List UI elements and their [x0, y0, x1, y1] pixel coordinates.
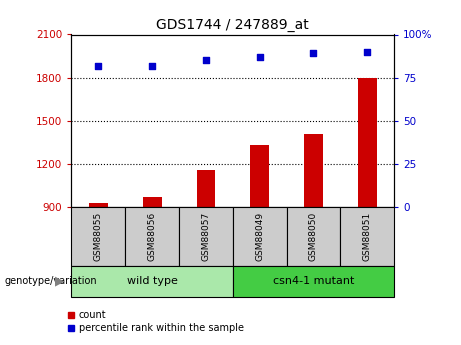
Text: GSM88055: GSM88055 — [94, 212, 103, 261]
Point — [256, 54, 263, 60]
Point — [95, 63, 102, 68]
Bar — [233, 266, 394, 297]
Text: GSM88049: GSM88049 — [255, 212, 264, 261]
Point — [364, 49, 371, 55]
Bar — [179, 207, 233, 266]
Bar — [250, 145, 269, 207]
Bar — [340, 207, 394, 266]
Bar — [304, 134, 323, 207]
Text: GSM88057: GSM88057 — [201, 212, 210, 261]
Bar — [233, 207, 287, 266]
Text: ▶: ▶ — [55, 275, 65, 288]
Bar — [71, 207, 125, 266]
Point — [310, 51, 317, 56]
Point — [202, 58, 210, 63]
Bar — [287, 207, 340, 266]
Text: GSM88050: GSM88050 — [309, 212, 318, 261]
Bar — [143, 197, 161, 207]
Text: GSM88051: GSM88051 — [363, 212, 372, 261]
Legend: count, percentile rank within the sample: count, percentile rank within the sample — [67, 310, 244, 333]
Bar — [196, 170, 215, 207]
Title: GDS1744 / 247889_at: GDS1744 / 247889_at — [156, 18, 309, 32]
Text: GSM88056: GSM88056 — [148, 212, 157, 261]
Bar — [125, 207, 179, 266]
Bar — [358, 78, 377, 207]
Point — [148, 63, 156, 68]
Text: genotype/variation: genotype/variation — [5, 276, 97, 286]
Text: wild type: wild type — [127, 276, 177, 286]
Bar — [89, 203, 108, 207]
Text: csn4-1 mutant: csn4-1 mutant — [273, 276, 354, 286]
Bar — [71, 266, 233, 297]
